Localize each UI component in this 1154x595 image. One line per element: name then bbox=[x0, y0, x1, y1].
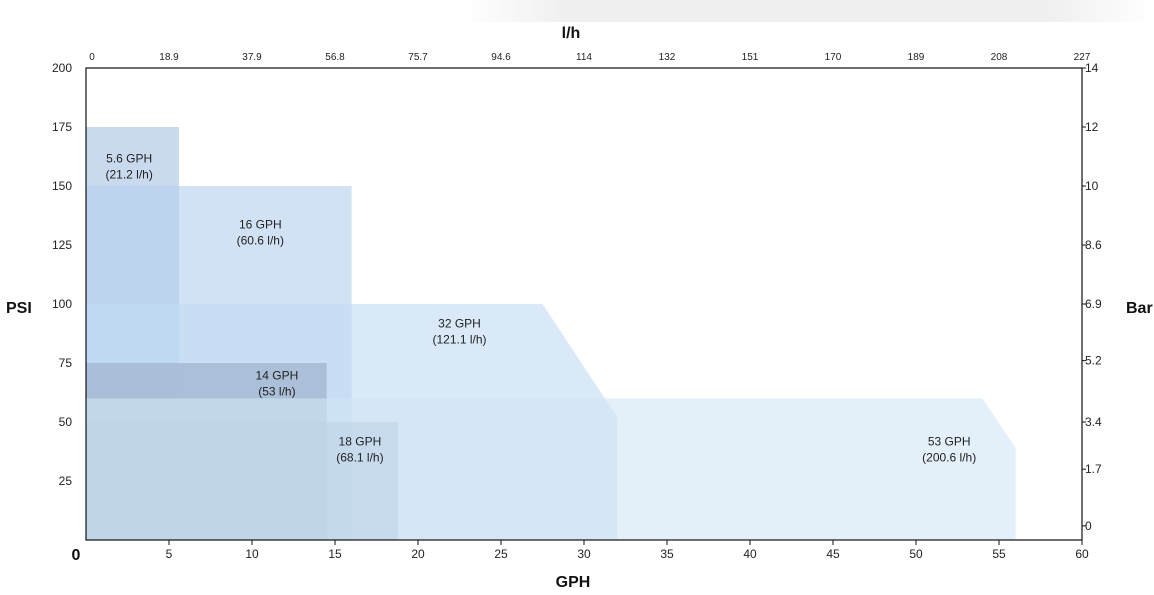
x-tick-label-7: 40 bbox=[743, 547, 757, 561]
x2-tick-label-12: 227 bbox=[1074, 52, 1091, 63]
series-label-5: 53 GPH bbox=[928, 435, 971, 449]
series-sublabel-5: (200.6 l/h) bbox=[922, 451, 976, 465]
x2-tick-label-2: 37.9 bbox=[242, 52, 262, 63]
y2-tick-label-1: 1.7 bbox=[1085, 462, 1102, 476]
x2-tick-label-6: 114 bbox=[576, 52, 592, 63]
x2-axis-title: l/h bbox=[562, 25, 581, 42]
x-axis-title: GPH bbox=[556, 574, 591, 591]
y-tick-label-1: 50 bbox=[59, 415, 73, 429]
x2-tick-label-10: 189 bbox=[908, 52, 925, 63]
series-label-4: 18 GPH bbox=[339, 435, 382, 449]
y2-tick-label-2: 3.4 bbox=[1085, 415, 1102, 429]
y-tick-label-6: 175 bbox=[52, 120, 72, 134]
y-tick-label-2: 75 bbox=[59, 356, 73, 370]
series-area-5 bbox=[86, 398, 1016, 540]
y-tick-label-5: 150 bbox=[52, 179, 72, 193]
series-label-3: 14 GPH bbox=[256, 369, 299, 383]
series-sublabel-3: (53 l/h) bbox=[258, 385, 295, 399]
y2-tick-label-4: 6.9 bbox=[1085, 297, 1102, 311]
x-tick-label-8: 45 bbox=[826, 547, 840, 561]
x-tick-label-1: 10 bbox=[245, 547, 259, 561]
series-sublabel-0: (21.2 l/h) bbox=[105, 167, 152, 181]
y-tick-label-0: 25 bbox=[59, 474, 73, 488]
series-label-2: 32 GPH bbox=[438, 317, 481, 331]
x2-tick-label-11: 208 bbox=[991, 52, 1008, 63]
label-layer: 5.6 GPH (21.2 l/h) 16 GPH (60.6 l/h) 32 GPH (… bbox=[105, 151, 976, 464]
series-label-0: 5.6 GPH bbox=[106, 151, 152, 165]
x-tick-label-11: 60 bbox=[1075, 547, 1089, 561]
x2-tick-label-1: 18.9 bbox=[159, 52, 179, 63]
y-axis-title: PSI bbox=[6, 300, 32, 317]
x-tick-label-9: 50 bbox=[909, 547, 923, 561]
series-layer bbox=[86, 127, 1016, 540]
series-sublabel-1: (60.6 l/h) bbox=[237, 233, 284, 247]
x2-tick-label-8: 151 bbox=[742, 52, 759, 63]
y2-tick-label-0: 0 bbox=[1085, 519, 1092, 533]
x-tick-label-6: 35 bbox=[660, 547, 674, 561]
x-tick-label-10: 55 bbox=[992, 547, 1006, 561]
series-sublabel-4: (68.1 l/h) bbox=[336, 451, 383, 465]
x-tick-label-5: 30 bbox=[577, 547, 591, 561]
y-tick-label-3: 100 bbox=[52, 297, 72, 311]
y2-tick-label-3: 5.2 bbox=[1085, 354, 1102, 368]
x2-tick-label-4: 75.7 bbox=[408, 52, 428, 63]
y2-tick-label-5: 8.6 bbox=[1085, 238, 1102, 252]
x-tick-label-3: 20 bbox=[411, 547, 425, 561]
x2-tick-label-5: 94.6 bbox=[491, 52, 511, 63]
window-top-strip bbox=[460, 0, 1154, 22]
x-tick-label-4: 25 bbox=[494, 547, 508, 561]
origin-label: 0 bbox=[72, 547, 81, 564]
x-tick-label-0: 5 bbox=[166, 547, 173, 561]
x2-tick-label-3: 56.8 bbox=[325, 52, 345, 63]
series-label-1: 16 GPH bbox=[239, 217, 282, 231]
x2-tick-label-7: 132 bbox=[659, 52, 676, 63]
tick-layer: 5 10 15 20 25 30 35 40 45 50 55 60 0 18.9 37.9 56.8 75.7… bbox=[52, 52, 1102, 561]
series-sublabel-2: (121.1 l/h) bbox=[432, 333, 486, 347]
x2-tick-label-9: 170 bbox=[825, 52, 842, 63]
y-tick-label-7: 200 bbox=[52, 61, 72, 75]
y-tick-label-4: 125 bbox=[52, 238, 72, 252]
y2-axis-title: Bar bbox=[1126, 300, 1153, 317]
x2-tick-label-0: 0 bbox=[89, 52, 95, 63]
y2-tick-label-6: 10 bbox=[1085, 179, 1099, 193]
y2-tick-label-8: 14 bbox=[1085, 61, 1099, 75]
y2-tick-label-7: 12 bbox=[1085, 120, 1099, 134]
x-tick-label-2: 15 bbox=[328, 547, 342, 561]
